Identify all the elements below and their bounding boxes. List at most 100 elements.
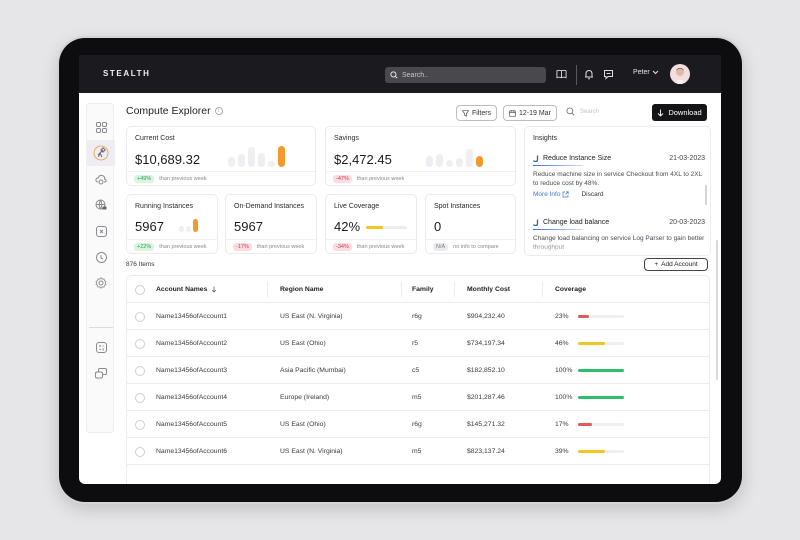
card-footer: -17% than previous week bbox=[226, 239, 316, 253]
filters-label: Filters bbox=[472, 109, 492, 117]
row-checkbox[interactable] bbox=[135, 311, 145, 322]
coverage-bar bbox=[578, 315, 624, 318]
sidebar-item-regions[interactable] bbox=[87, 192, 115, 218]
coverage-value: 17% bbox=[555, 421, 569, 428]
family: r6g bbox=[412, 313, 422, 320]
discard-button[interactable]: Discard bbox=[581, 191, 604, 198]
calendar-icon bbox=[509, 109, 516, 117]
change-badge: -47% bbox=[333, 174, 352, 183]
table-search-input[interactable]: Search bbox=[566, 107, 599, 116]
divider bbox=[576, 65, 577, 85]
card-footer: -47% than previous week bbox=[326, 171, 515, 185]
account-name: Name13456ofAccount2 bbox=[156, 340, 228, 347]
column-header-region-name[interactable]: Region Name bbox=[280, 286, 324, 293]
spot-instances-card: Spot Instances 0 N/A no info to compare bbox=[425, 194, 516, 254]
message-icon[interactable] bbox=[601, 67, 615, 81]
savings-card: Savings $2,472.45 -47% than previous wee… bbox=[325, 126, 516, 186]
coverage-bar bbox=[578, 450, 624, 453]
more-info-link[interactable]: More Info bbox=[533, 191, 570, 198]
layers-icon bbox=[95, 367, 107, 378]
sort-arrow-down-icon bbox=[212, 286, 217, 293]
table-row[interactable]: Name13456ofAccount3 Asia Pacific (Mumbai… bbox=[127, 357, 709, 384]
sidebar-item-layers[interactable] bbox=[87, 360, 115, 386]
sidebar-item-cloud[interactable] bbox=[87, 166, 115, 192]
clock-icon bbox=[95, 251, 107, 263]
globe-icon bbox=[95, 199, 107, 211]
card-value: $2,472.45 bbox=[334, 152, 392, 167]
column-header-family[interactable]: Family bbox=[412, 286, 434, 293]
on-demand-instances-card: On-Demand Instances 5967 -17% than previ… bbox=[225, 194, 317, 254]
date-range-label: 12-19 Mar bbox=[519, 109, 551, 117]
row-checkbox[interactable] bbox=[135, 338, 145, 349]
sidebar bbox=[86, 103, 115, 433]
insights-title: Insights bbox=[533, 135, 558, 142]
plus-icon: + bbox=[654, 261, 659, 268]
monthly-cost: $145,271.32 bbox=[467, 421, 505, 428]
filters-button[interactable]: Filters bbox=[456, 105, 498, 121]
coverage-progress-bar bbox=[366, 226, 407, 229]
column-header-account-names[interactable]: Account Names bbox=[156, 276, 217, 303]
filter-icon bbox=[462, 109, 469, 117]
avatar[interactable] bbox=[670, 64, 690, 84]
table-row[interactable]: Name13456ofAccount4 Europe (Ireland) m5 … bbox=[127, 384, 709, 411]
column-header-monthly-cost[interactable]: Monthly Cost bbox=[467, 286, 511, 293]
row-checkbox[interactable] bbox=[135, 419, 145, 430]
card-value: 5967 bbox=[135, 219, 164, 234]
account-name: Name13456ofAccount3 bbox=[156, 367, 228, 374]
global-search-placeholder: Search.. bbox=[402, 71, 429, 79]
table-header-row: Account Names Region Name Family Monthly… bbox=[127, 276, 709, 303]
account-name: Name13456ofAccount5 bbox=[156, 421, 228, 428]
row-checkbox[interactable] bbox=[135, 392, 145, 403]
sidebar-item-dashboard[interactable] bbox=[87, 114, 115, 140]
user-menu[interactable]: Peter bbox=[633, 69, 659, 76]
insights-scrollbar[interactable] bbox=[705, 185, 707, 205]
column-header-coverage[interactable]: Coverage bbox=[555, 286, 586, 293]
card-label: On-Demand Instances bbox=[234, 203, 305, 210]
insight-underline bbox=[533, 229, 583, 230]
sidebar-item-compute-explorer[interactable] bbox=[87, 140, 115, 166]
table-row[interactable]: Name13456ofAccount5 US East (Ohio) r6g $… bbox=[127, 411, 709, 438]
monthly-cost: $182,852.10 bbox=[467, 367, 505, 374]
row-checkbox[interactable] bbox=[135, 365, 145, 376]
sidebar-item-history[interactable] bbox=[87, 244, 115, 270]
coverage-bar bbox=[578, 369, 624, 372]
global-search-input[interactable]: Search.. bbox=[385, 67, 546, 83]
insight-title: Reduce Instance Size bbox=[543, 155, 612, 162]
coverage-value: 39% bbox=[555, 448, 569, 455]
sidebar-item-settings[interactable] bbox=[87, 270, 115, 296]
family: r6g bbox=[412, 421, 422, 428]
insight-title: Change load balance bbox=[543, 219, 610, 226]
live-coverage-card: Live Coverage 42% -34% than previous wee… bbox=[325, 194, 417, 254]
top-bar: STEALTH Search.. Peter bbox=[79, 55, 721, 93]
search-icon bbox=[390, 71, 398, 79]
sidebar-item-excluded[interactable] bbox=[87, 218, 115, 244]
table-row[interactable]: Name13456ofAccount6 US East (N. Virginia… bbox=[127, 438, 709, 465]
insight-item[interactable]: Reduce Instance Size 21-03-2023 Reduce m… bbox=[533, 155, 705, 198]
card-value: 5967 bbox=[234, 219, 263, 234]
download-button[interactable]: Download bbox=[652, 104, 707, 121]
change-badge: -17% bbox=[233, 242, 252, 251]
family: m5 bbox=[412, 448, 422, 455]
add-account-button[interactable]: + Add Account bbox=[644, 258, 708, 271]
coverage-bar bbox=[578, 342, 624, 345]
add-account-label: Add Account bbox=[661, 261, 698, 268]
sidebar-item-calculator[interactable] bbox=[87, 334, 115, 360]
account-name: Name13456ofAccount4 bbox=[156, 394, 228, 401]
table-row[interactable]: Name13456ofAccount1 US East (N. Virginia… bbox=[127, 303, 709, 330]
table-scrollbar[interactable] bbox=[716, 240, 718, 380]
monthly-cost: $201,287.46 bbox=[467, 394, 505, 401]
user-name: Peter bbox=[633, 69, 650, 76]
cloud-icon bbox=[95, 174, 107, 184]
coverage-value: 100% bbox=[555, 394, 573, 401]
date-range-button[interactable]: 12-19 Mar bbox=[503, 105, 557, 121]
card-footer: N/A no info to compare bbox=[426, 239, 515, 253]
select-all-checkbox[interactable] bbox=[135, 284, 145, 295]
insight-date: 21-03-2023 bbox=[669, 155, 705, 162]
card-footer: +22% than previous week bbox=[127, 239, 217, 253]
table-row[interactable]: Name13456ofAccount2 US East (Ohio) r5 $7… bbox=[127, 330, 709, 357]
book-icon[interactable] bbox=[554, 67, 568, 81]
account-name: Name13456ofAccount1 bbox=[156, 313, 228, 320]
row-checkbox[interactable] bbox=[135, 446, 145, 457]
info-icon[interactable]: i bbox=[214, 107, 223, 115]
bell-icon[interactable] bbox=[582, 67, 596, 81]
